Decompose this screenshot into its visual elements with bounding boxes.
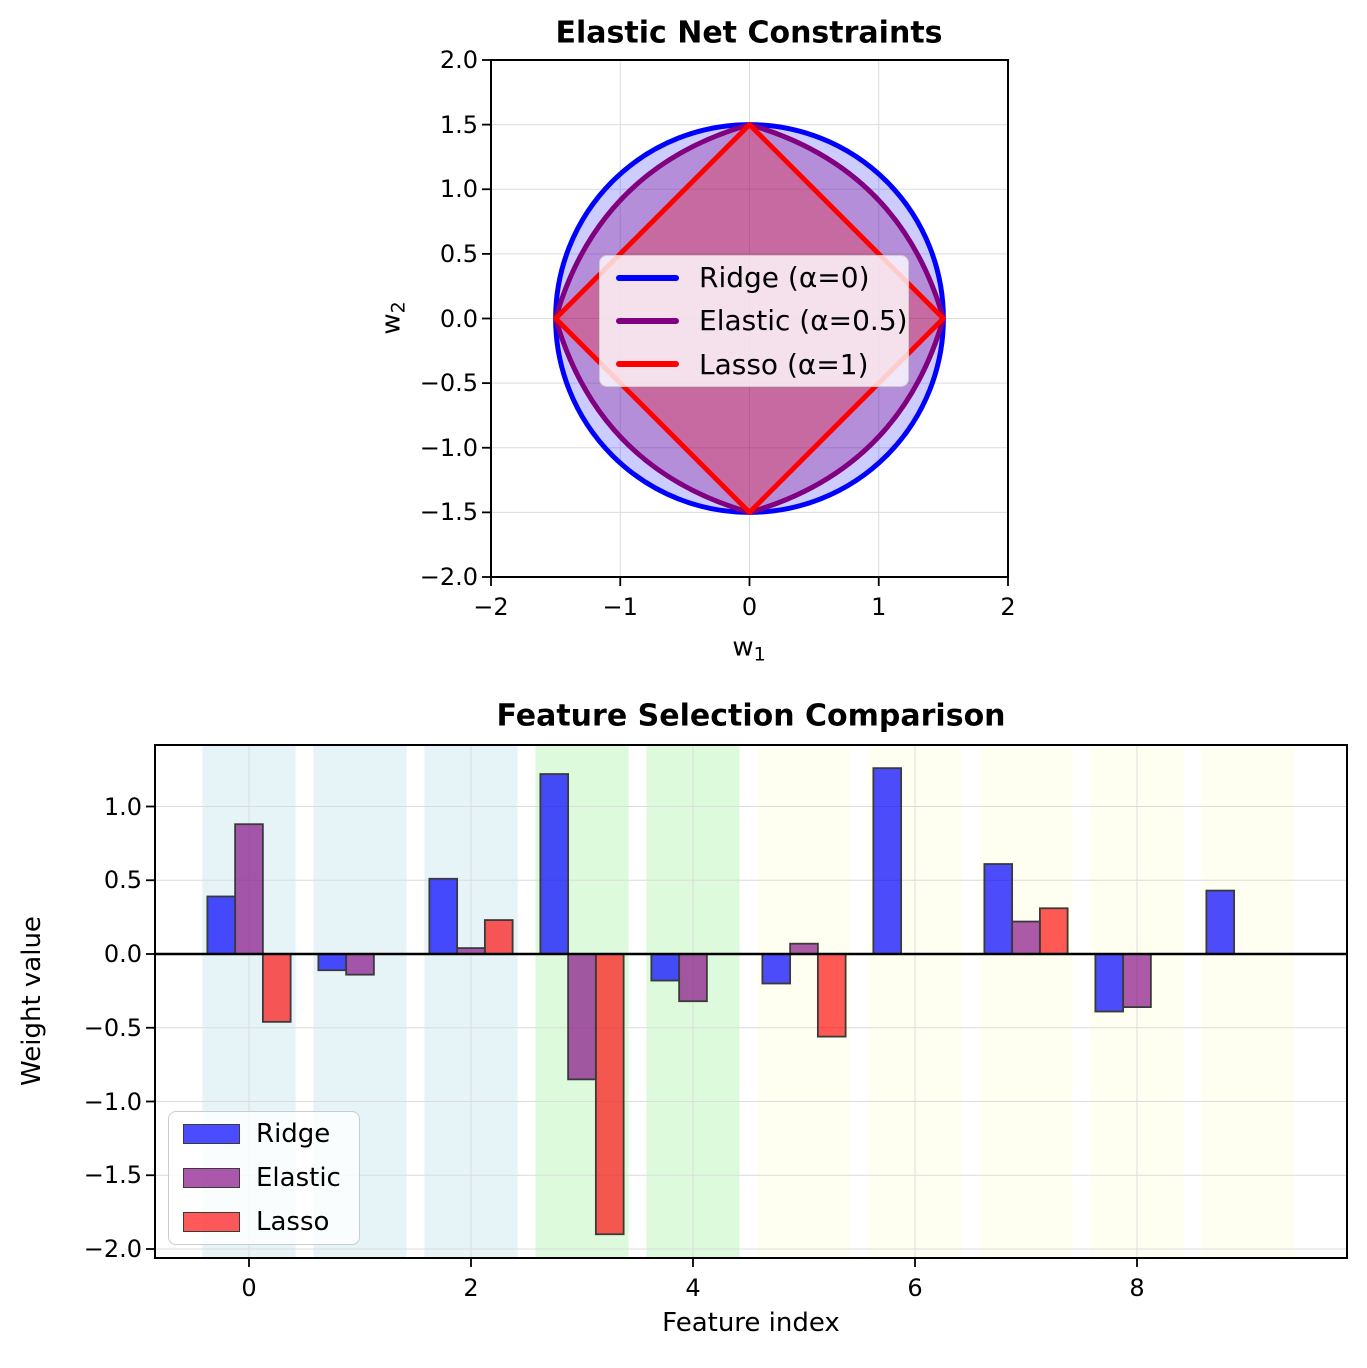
bottom-x-tick-label: 8 xyxy=(1129,1274,1145,1302)
ridge-bar xyxy=(428,877,459,955)
elastic-bar xyxy=(567,953,597,1081)
top-y-tick-label: −1.5 xyxy=(419,498,478,527)
top-legend-item: Ridge (α=0) xyxy=(616,261,908,294)
top-ylabel-base: w xyxy=(376,313,407,335)
ridge-bar xyxy=(1205,889,1236,955)
top-y-tick-label: −1.0 xyxy=(419,433,478,462)
bottom-legend-item: Lasso xyxy=(183,1207,359,1237)
top-xlabel-base: w xyxy=(732,632,754,663)
bottom-chart-xlabel: Feature index xyxy=(662,1308,840,1338)
elastic-bar xyxy=(1122,953,1152,1008)
lasso-bar xyxy=(594,953,625,1236)
legend-line-swatch xyxy=(616,274,679,281)
bottom-chart-title: Feature Selection Comparison xyxy=(496,698,1006,734)
top-x-tick-label: −1 xyxy=(602,593,638,621)
legend-line-swatch xyxy=(616,361,679,368)
top-x-tick-label: 0 xyxy=(741,593,758,621)
legend-patch-swatch xyxy=(183,1168,240,1188)
top-legend-item: Lasso (α=1) xyxy=(616,348,908,381)
legend-label: Ridge xyxy=(256,1119,331,1149)
bottom-legend-item: Ridge xyxy=(183,1119,359,1149)
top-x-tick-label: −2 xyxy=(473,593,509,621)
top-ylabel-subscript: 2 xyxy=(387,301,410,314)
top-y-tick-label: 1.5 xyxy=(439,110,478,139)
legend-patch-swatch xyxy=(183,1212,240,1232)
legend-line-swatch xyxy=(616,317,679,324)
bottom-y-tick-label: 0.0 xyxy=(103,940,142,968)
top-y-tick-label: 0.5 xyxy=(439,239,478,268)
bottom-y-tick-label: −2.0 xyxy=(83,1235,142,1263)
top-y-tick-label: −2.0 xyxy=(419,563,478,591)
top-chart-legend: Ridge (α=0) Elastic (α=0.5) Lasso (α=1) xyxy=(599,255,909,387)
legend-patch-swatch xyxy=(183,1124,240,1144)
bar-plot xyxy=(146,744,1348,1267)
bottom-x-tick-label: 4 xyxy=(685,1274,701,1302)
top-y-tick-label: −0.5 xyxy=(419,369,478,398)
bottom-y-tick-label: −1.0 xyxy=(83,1087,142,1116)
lasso-bar xyxy=(483,919,514,955)
legend-label: Elastic (α=0.5) xyxy=(699,304,908,338)
feature-band xyxy=(1201,745,1295,1258)
bottom-y-tick-label: 1.0 xyxy=(103,792,142,821)
bottom-legend-item: Elastic xyxy=(183,1163,359,1193)
feature-band xyxy=(979,745,1073,1258)
top-chart-title: Elastic Net Constraints xyxy=(555,15,943,51)
top-y-tick-label: 2.0 xyxy=(439,46,478,74)
bottom-chart-legend: Ridge Elastic Lasso xyxy=(168,1111,360,1245)
bottom-x-tick-label: 0 xyxy=(241,1274,257,1302)
top-x-tick-label: 1 xyxy=(871,593,887,621)
bottom-y-tick-label: 0.5 xyxy=(103,866,142,895)
constraint-plot xyxy=(482,59,1009,586)
lasso-bar xyxy=(1038,907,1069,955)
bottom-chart-ylabel: Weight value xyxy=(17,916,47,1086)
top-chart-ylabel: w2 xyxy=(377,301,410,334)
bottom-x-tick-label: 6 xyxy=(907,1274,923,1302)
elastic-bar xyxy=(234,823,264,955)
top-chart-xlabel: w1 xyxy=(732,633,765,666)
ridge-bar xyxy=(872,767,903,955)
bottom-y-tick-label: −0.5 xyxy=(83,1013,142,1042)
bottom-x-tick-label: 2 xyxy=(463,1274,479,1302)
top-x-tick-label: 2 xyxy=(1000,593,1016,621)
legend-label: Lasso (α=1) xyxy=(699,347,869,381)
legend-label: Lasso xyxy=(256,1207,330,1237)
top-legend-item: Elastic (α=0.5) xyxy=(616,304,908,337)
bottom-axes-border xyxy=(154,744,1348,1259)
top-xlabel-subscript: 1 xyxy=(753,643,766,666)
ridge-bar xyxy=(539,773,570,955)
legend-label: Ridge (α=0) xyxy=(699,261,870,295)
legend-label: Elastic xyxy=(256,1163,341,1193)
top-y-tick-label: 1.0 xyxy=(439,175,478,204)
bottom-y-tick-label: −1.5 xyxy=(83,1161,142,1190)
top-y-tick-label: 0.0 xyxy=(439,304,478,333)
